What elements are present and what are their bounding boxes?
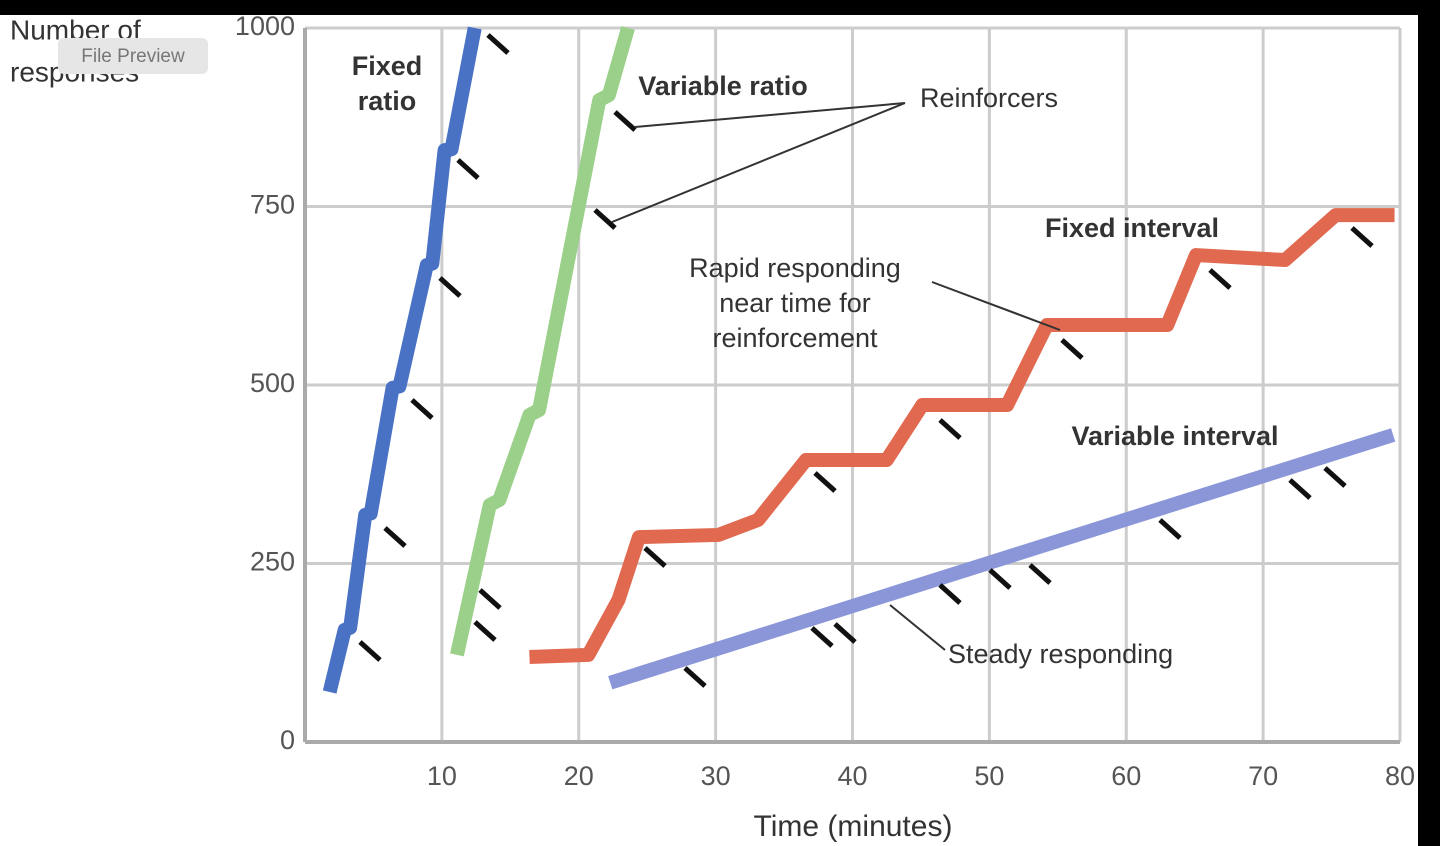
reinforcer-mark: [473, 620, 497, 642]
x-tick-label: 40: [837, 761, 867, 791]
reinforcer-mark: [456, 158, 480, 180]
x-tick-label: 50: [974, 761, 1004, 791]
annotation: near time for: [719, 288, 871, 318]
y-tick-label: 0: [280, 725, 295, 755]
annotation: reinforcement: [712, 323, 878, 353]
reinforcer-mark: [613, 110, 637, 132]
series-line: [450, 26, 635, 657]
tooltip: File Preview: [81, 46, 185, 67]
reinforcer-mark: [486, 33, 510, 55]
reinforcer-mark: [1060, 338, 1084, 360]
annotation: Rapid responding: [689, 253, 901, 283]
reinforcer-mark: [683, 666, 707, 688]
x-tick-label: 80: [1385, 761, 1415, 791]
plot: [322, 26, 1396, 694]
reinforcer-mark: [1288, 478, 1312, 500]
reinforcer-mark: [833, 622, 857, 644]
reinforcer-mark: [810, 626, 834, 648]
reinforcer-mark: [1323, 466, 1347, 488]
reinforcer-mark: [410, 398, 434, 420]
leader-lines: [611, 102, 1061, 651]
x-tick-label: 20: [564, 761, 594, 791]
x-tick-label: 10: [427, 761, 457, 791]
y-tick-label: 750: [250, 190, 295, 220]
x-axis-label: Time (minutes): [754, 810, 953, 843]
reinforcer-mark: [938, 583, 962, 605]
x-tick-label: 30: [701, 761, 731, 791]
leader-line: [611, 102, 906, 223]
tooltip-box: [58, 38, 208, 74]
reinforcer-mark: [643, 546, 667, 568]
reinforcer-mark: [478, 588, 502, 610]
series-line: [608, 428, 1396, 690]
series-label: Variable ratio: [638, 71, 808, 101]
series-label: Fixed ratio: [352, 51, 423, 116]
reinforcer-mark: [988, 568, 1012, 590]
series-line: [322, 26, 482, 694]
reinforcer-mark: [1208, 268, 1232, 290]
annotation: Reinforcers: [920, 83, 1058, 113]
grid: [303, 26, 1402, 744]
background: [0, 15, 1418, 846]
reinforcer-mark: [438, 276, 462, 298]
reinforcer-mark: [938, 418, 962, 440]
reinforcer-mark: [1028, 563, 1052, 585]
y-tick-label: 250: [250, 547, 295, 577]
reinforcer-mark: [358, 640, 382, 662]
series-label: Variable interval: [1071, 421, 1278, 451]
leader-line: [931, 281, 1061, 331]
reinforcer-mark: [1350, 226, 1374, 248]
reinforcer-mark: [813, 471, 837, 493]
reinforcer-mark: [1158, 518, 1182, 540]
reinforcer-mark: [593, 208, 617, 230]
x-tick-label: 60: [1111, 761, 1141, 791]
x-tick-label: 70: [1248, 761, 1278, 791]
y-tick-label: 1000: [235, 11, 295, 41]
y-tick-label: 500: [250, 368, 295, 398]
leader-line: [889, 604, 946, 651]
leader-line: [634, 102, 906, 128]
reinforcer-mark: [383, 526, 407, 548]
annotation: Steady responding: [948, 639, 1173, 669]
series-label: Fixed interval: [1045, 213, 1219, 243]
series-line: [529, 208, 1395, 665]
